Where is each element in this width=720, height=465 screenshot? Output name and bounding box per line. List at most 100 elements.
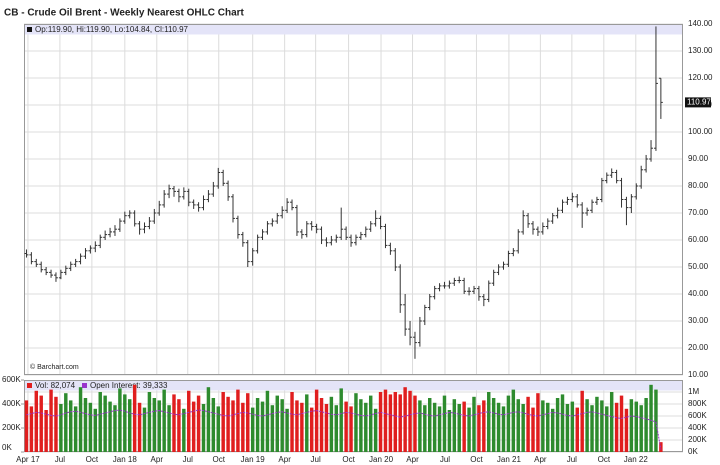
x-tick-label: Jul	[440, 455, 450, 464]
volume-bar	[482, 400, 486, 452]
chart-title: CB - Crude Oil Brent - Weekly Nearest OH…	[4, 8, 245, 19]
volume-bar	[624, 408, 629, 452]
volume-tick-label: 200K	[2, 423, 21, 432]
volume-bar	[128, 399, 132, 452]
volume-bar	[334, 405, 339, 452]
x-tick-label: Jul	[183, 455, 193, 464]
volume-bar	[413, 395, 417, 452]
y-tick-label: 90.00	[688, 154, 709, 163]
x-tick-label: Oct	[213, 455, 226, 464]
x-tick-label: Jan 20	[369, 455, 394, 464]
x-tick-label: Jan 19	[241, 455, 266, 464]
volume-bar	[644, 398, 648, 452]
volume-bar	[172, 394, 176, 452]
volume-bar	[614, 402, 619, 452]
info-swatch	[27, 27, 32, 32]
volume-bar	[24, 400, 29, 452]
volume-bar	[167, 405, 171, 452]
volume-bar	[383, 389, 388, 452]
y-tick-label: 120.00	[688, 73, 713, 82]
volume-bar	[236, 389, 240, 452]
volume-bar	[521, 404, 525, 452]
volume-bar	[418, 400, 422, 452]
volume-bar	[511, 389, 516, 452]
x-tick-label: Jul	[55, 455, 65, 464]
volume-bar	[241, 402, 245, 452]
y2-tick-label: 800K	[688, 399, 707, 408]
volume-bar	[467, 407, 471, 452]
x-tick-label: Apr 17	[16, 455, 40, 464]
last-price-tag	[685, 97, 711, 108]
volume-bar	[147, 392, 152, 452]
x-tick-label: Apr	[278, 455, 291, 464]
volume-bar	[142, 407, 147, 452]
volume-bar	[496, 402, 501, 452]
volume-bar	[487, 392, 491, 452]
volume-bar	[162, 389, 166, 452]
volume-bar	[275, 395, 279, 452]
volume-bar	[29, 406, 34, 452]
last-price-label: 110.97	[687, 97, 711, 106]
volume-bar	[452, 399, 457, 452]
volume-tick-label: 600K	[2, 375, 21, 384]
volume-bar	[54, 396, 58, 452]
price-panel	[24, 24, 683, 375]
info-strip	[24, 24, 683, 35]
volume-bar	[526, 396, 530, 452]
volume-bar	[605, 406, 609, 452]
volume-bar	[423, 405, 427, 452]
x-tick-label: Jul	[311, 455, 321, 464]
volume-bar	[196, 395, 201, 452]
volume-bar	[654, 389, 658, 452]
volume-tick-label: 400K	[2, 399, 21, 408]
volume-bar	[368, 395, 373, 452]
volume-bar	[344, 401, 348, 452]
volume-bar	[536, 393, 540, 452]
volume-bar	[428, 398, 432, 452]
y-tick-label: 70.00	[688, 208, 709, 217]
volume-bar	[83, 398, 88, 452]
y2-tick-label: 600K	[688, 411, 707, 420]
volume-bar	[270, 405, 275, 452]
volume-bar	[295, 400, 299, 452]
open-interest-line	[26, 409, 662, 450]
volume-bar	[187, 390, 191, 452]
volume-bar	[78, 387, 83, 452]
y-tick-label: 80.00	[688, 181, 709, 190]
x-tick-label: Apr	[151, 455, 164, 464]
volume-bar	[600, 400, 604, 452]
x-tick-label: Jan 22	[624, 455, 649, 464]
volume-bar	[629, 399, 634, 452]
volume-bar	[393, 392, 398, 452]
x-tick-label: Apr	[534, 455, 547, 464]
volume-bar	[157, 400, 161, 452]
volume-bar	[265, 390, 270, 452]
y-tick-label: 140.00	[688, 19, 713, 28]
volume-bar	[314, 389, 319, 452]
volume-bar	[437, 406, 442, 452]
volume-bar	[339, 388, 343, 452]
volume-bar	[34, 390, 39, 452]
volume-bar	[639, 405, 643, 452]
volume-bar	[123, 394, 127, 452]
volume-strip	[24, 380, 683, 391]
volume-bar	[403, 387, 407, 452]
y-tick-label: 20.00	[688, 343, 709, 352]
volume-frame	[24, 380, 683, 452]
volume-bar	[359, 399, 363, 452]
volume-bar	[319, 398, 324, 452]
y-tick-label: 30.00	[688, 316, 709, 325]
volume-bar	[305, 394, 309, 452]
volume-bar	[550, 408, 555, 452]
volume-bar	[349, 406, 353, 452]
y2-tick-label: 400K	[688, 423, 707, 432]
volume-bar	[531, 407, 535, 452]
volume-bar	[575, 407, 579, 452]
volume-bar	[137, 402, 142, 452]
y2-tick-label: 200K	[688, 435, 707, 444]
volume-bar	[378, 392, 383, 452]
volume-bar	[246, 393, 250, 452]
volume-bar	[516, 399, 520, 452]
x-tick-label: Jul	[567, 455, 577, 464]
